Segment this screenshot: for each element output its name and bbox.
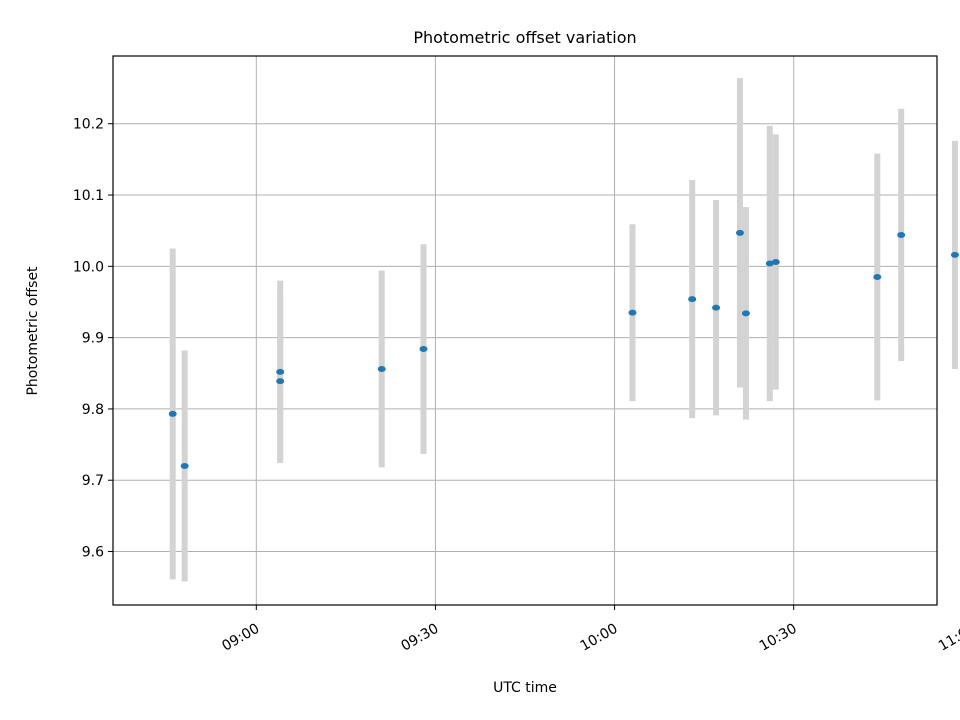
data-point [628,309,637,316]
grid-layer [113,56,937,605]
y-tick-label: 10.1 [73,188,104,204]
y-tick-label: 9.8 [82,402,104,418]
data-point [897,231,906,238]
y-tick-label: 10.2 [73,117,104,133]
x-tick-label: 09:00 [219,621,262,655]
y-tick-label: 10.0 [73,259,104,275]
data-point [950,251,959,258]
x-tick-label: 11:00 [936,621,960,655]
x-tick-label: 10:30 [757,621,800,655]
plot-frame [112,55,938,606]
data-point [377,366,386,373]
data-point [168,410,177,417]
data-point [735,229,744,236]
data-point [180,462,189,469]
errorbar-layer [169,78,958,582]
y-tick-label: 9.6 [82,545,104,561]
data-point [741,310,750,317]
y-tick-label: 9.9 [82,331,104,347]
data-point [276,378,285,385]
point-layer [168,229,959,469]
tick-layer: 09:00 09:30 10:00 10:30 11:00 9.6 9.7 9.8 9.9 10.… [73,117,960,655]
data-point [712,304,721,311]
data-point [688,296,697,303]
y-tick-label: 9.7 [82,473,104,489]
x-tick-label: 10:00 [578,621,621,655]
data-point [771,259,780,266]
x-tick-label: 09:30 [398,621,441,655]
y-axis-label: Photometric offset [25,266,41,396]
data-point [873,274,882,281]
chart-title: Photometric offset variation [413,28,636,47]
data-point [419,346,428,353]
x-axis-label: UTC time [493,680,557,696]
data-point [276,368,285,375]
